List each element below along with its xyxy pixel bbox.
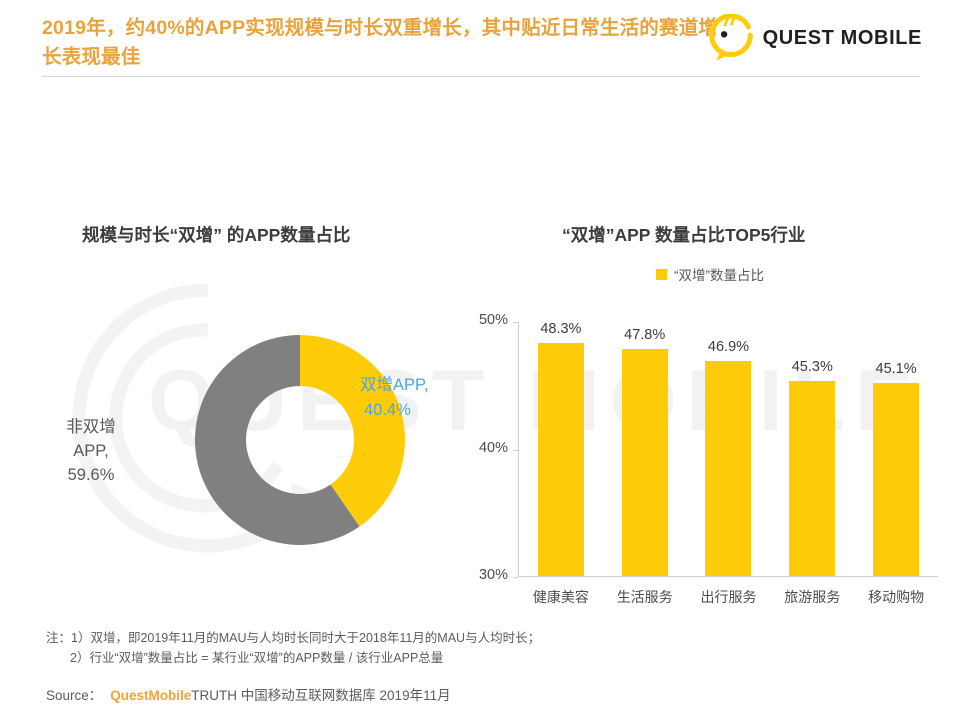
legend-swatch-icon [656,268,667,280]
bar-series: 48.3% 47.8% 46.9% 45.3% 45.1% [519,320,938,576]
footnote-line-1: 注：1）双增，即2019年11月的MAU与人均时长同时大于2018年11月的MA… [46,631,541,645]
x-axis-tick-label: 生活服务 [616,589,673,605]
x-axis-tick-label: 移动购物 [868,589,925,605]
donut-chart [194,335,405,545]
bar-value-label: 46.9% [707,338,750,355]
footnotes: 注：1）双增，即2019年11月的MAU与人均时长同时大于2018年11月的MA… [46,628,906,668]
x-axis-tick-label: 出行服务 [700,589,757,605]
bar-chart-title: “双增”APP 数量占比TOP5行业 [562,225,806,245]
bar-rect[interactable] [789,380,836,576]
y-axis-tick-mark [513,577,518,578]
source-rest: TRUTH 中国移动互联网数据库 2019年11月 [191,688,451,703]
bar-item[interactable]: 47.8% [603,322,687,576]
donut-label-dual-growth-line2: 40.4% [364,401,411,419]
brand-logo: QUEST MOBILE [708,10,922,66]
x-axis-tick-label: 旅游服务 [784,589,841,605]
bar-chart-plot-area: 30% 40% 50% 48.3% 47.8% 46.9% 45.3% 45.1% 健康美容… [479,312,938,605]
slide-header: 2019年，约40%的APP实现规模与时长双重增长，其中贴近日常生活的赛道增长表… [0,0,960,80]
brand-logo-text: QUEST MOBILE [762,26,922,49]
bar-item[interactable]: 45.3% [770,322,854,576]
donut-label-non-dual-growth-line2: APP, [73,442,109,460]
y-axis-tick-mark [513,322,518,323]
y-axis-tick-30: 30% [478,567,508,583]
page-title: 2019年，约40%的APP实现规模与时长双重增长，其中贴近日常生活的赛道增长表… [42,17,719,68]
bar-value-label: 47.8% [624,327,666,344]
bar-rect[interactable] [705,360,752,576]
source-line: Source： QuestMobileTRUTH 中国移动互联网数据库 2019年… [46,684,451,704]
donut-label-dual-growth-line1: 双增APP, [360,376,429,394]
bar-item[interactable]: 45.1% [854,322,938,576]
y-axis-tick-mark [513,449,518,451]
bar-rect[interactable] [621,349,668,576]
footnote-line-2: 2）行业“双增”数量占比 = 某行业“双增”的APP数量 / 该行业APP总量 [70,651,444,665]
donut-slice-dual-growth [300,335,405,527]
x-axis-tick-label: 健康美容 [532,589,589,605]
y-axis-line [518,322,519,577]
donut-label-non-dual-growth: 非双增 APP, 59.6% [30,415,152,487]
questmobile-logo-icon [708,14,753,61]
donut-label-dual-growth: 双增APP, 40.4% [360,373,490,423]
x-axis-tick-labels: 健康美容 生活服务 出行服务 旅游服务 移动购物 [519,587,938,607]
donut-chart-title: 规模与时长“双增” 的APP数量占比 [82,225,351,245]
donut-chart-panel: 非双增 APP, 59.6% 双增APP, 40.4% [20,260,480,620]
bar-rect[interactable] [537,342,584,576]
header-divider [42,76,920,77]
source-brand: QuestMobile [110,688,192,703]
bar-chart-panel: “双增”数量占比 30% 40% 50% 48.3% 47.8% 46.9% 45.3% 4… [470,260,950,630]
donut-slice-non-dual-growth [194,335,360,545]
legend-label: “双增”数量占比 [674,268,764,283]
bar-value-label: 45.3% [791,358,833,375]
donut-label-non-dual-growth-line3: 59.6% [67,466,115,484]
bar-item[interactable]: 48.3% [519,320,603,576]
donut-label-non-dual-growth-line1: 非双增 [66,418,116,436]
source-label: Source： [46,688,103,703]
bar-item[interactable]: 46.9% [687,322,771,576]
bar-value-label: 45.1% [875,361,917,378]
y-axis-tick-50: 50% [478,312,508,328]
bar-value-label: 48.3% [540,320,582,337]
bar-chart-legend: “双增”数量占比 [470,264,950,284]
x-axis-line [518,576,938,577]
bar-rect[interactable] [873,383,920,576]
y-axis-tick-40: 40% [478,439,508,456]
